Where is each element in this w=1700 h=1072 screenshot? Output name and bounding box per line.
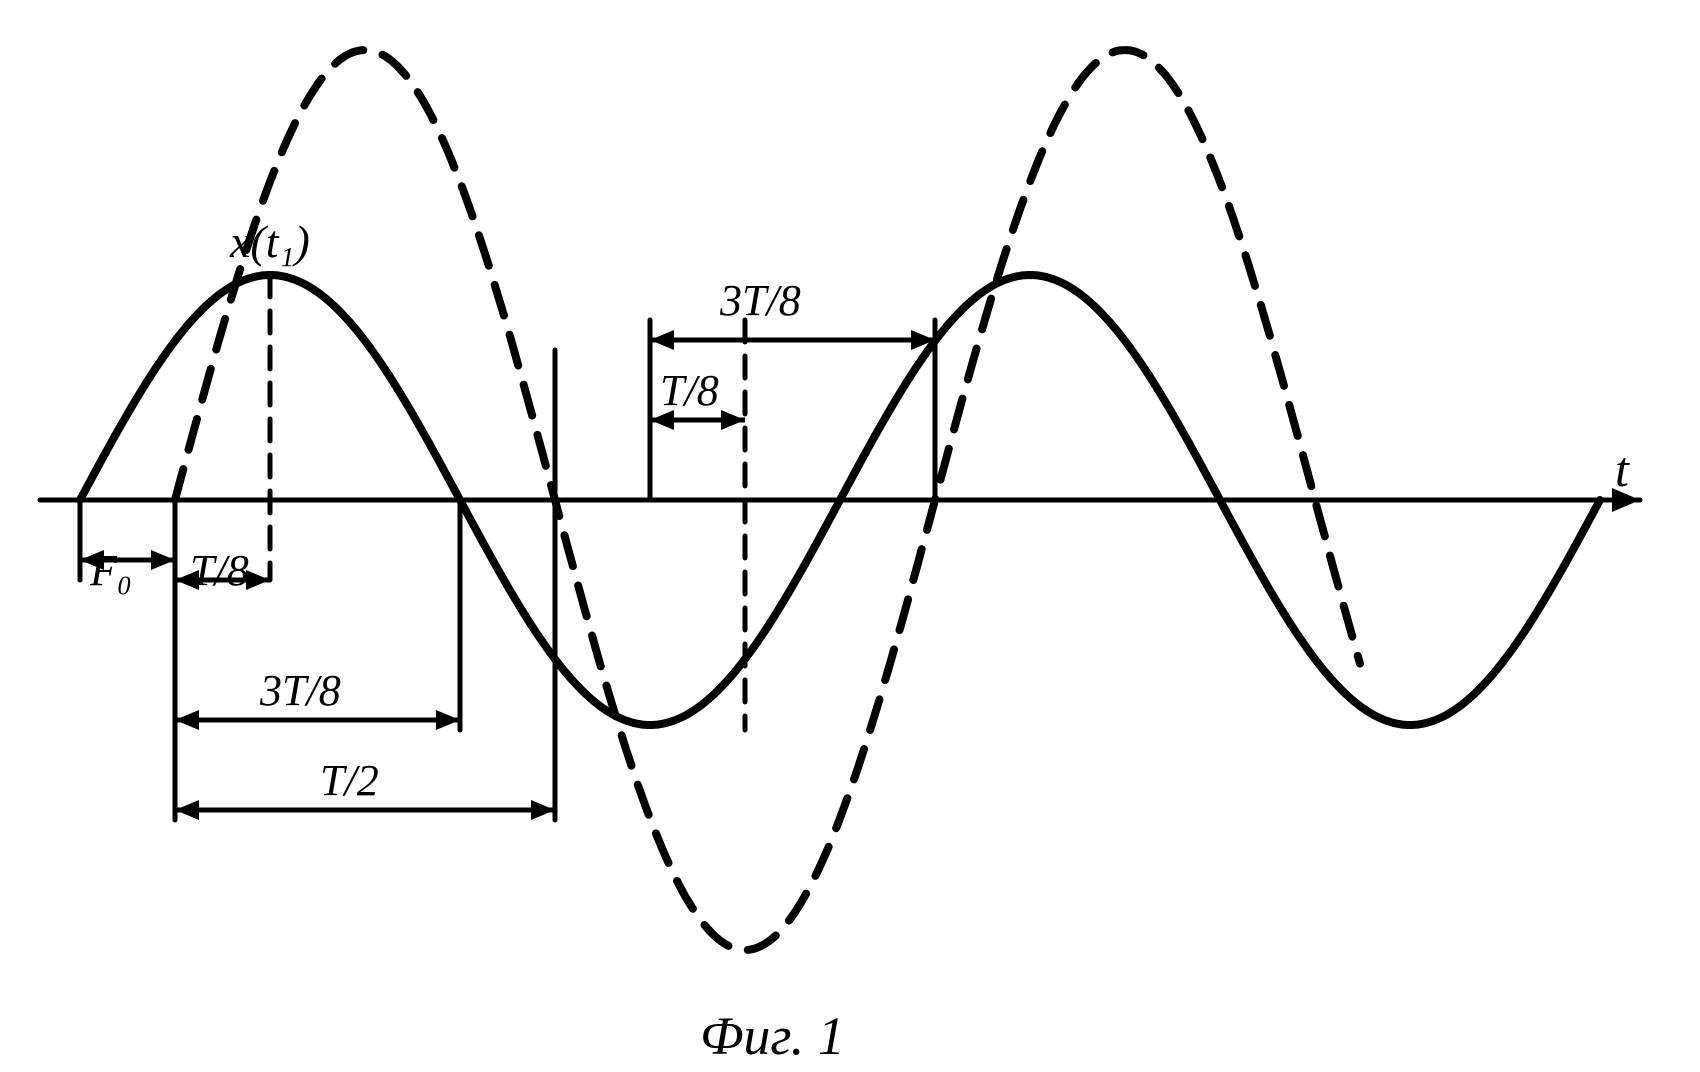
label-t-axis: t (1615, 440, 1629, 498)
label-3t8-upper: 3T/8 (720, 275, 801, 326)
label-t2: T/2 (320, 755, 379, 806)
label-t8-upper: T/8 (660, 365, 719, 416)
label-x-t1: x(t₁) (230, 215, 310, 268)
label-f0: F₀ (90, 545, 132, 596)
label-3t8-lower: 3T/8 (260, 665, 341, 716)
waveform-diagram (0, 0, 1700, 1072)
figure-caption: Фиг. 1 (700, 1005, 845, 1067)
label-t8-lower: T/8 (190, 545, 249, 596)
